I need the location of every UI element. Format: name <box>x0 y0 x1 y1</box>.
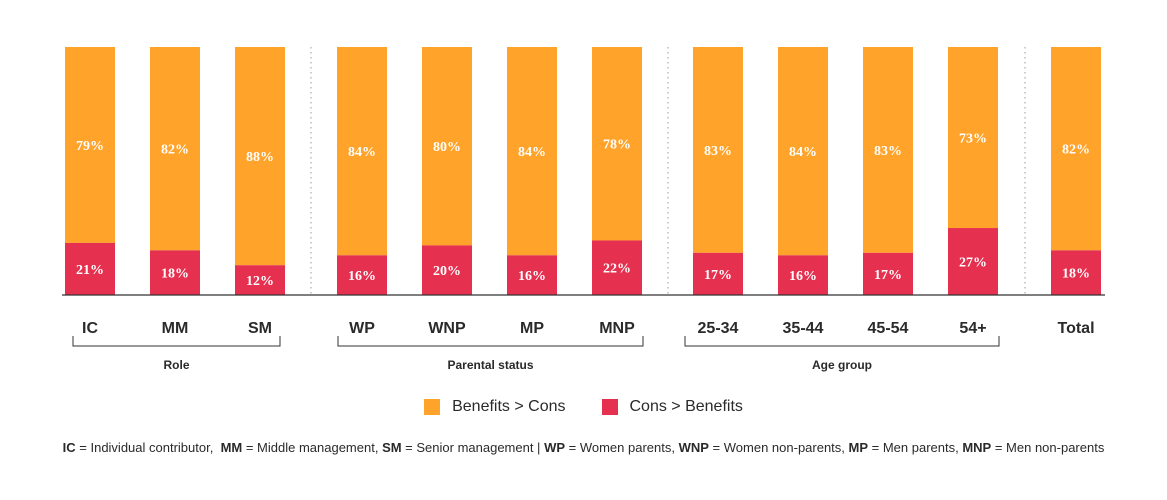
bar-benefits-45-54[interactable] <box>863 47 913 253</box>
footnote-text-sm: = Senior management | <box>401 440 545 455</box>
footnote-abbr-wp: WP <box>544 440 566 455</box>
group-bracket-role <box>72 336 281 347</box>
bar-cons-wp[interactable] <box>337 255 387 295</box>
group-bracket-age-group <box>684 336 1000 347</box>
footnote-abbr-mnp: MNP <box>962 440 992 455</box>
bars-layer <box>65 47 1101 295</box>
data-label-benefits-35-44: 84% <box>789 145 817 160</box>
footnote-text-mm: = Middle management, <box>242 440 383 455</box>
bar-benefits-total[interactable] <box>1051 47 1101 251</box>
abbreviation-footnote: IC = Individual contributor, MM = Middle… <box>0 440 1167 455</box>
data-label-cons-35-44: 16% <box>789 269 817 284</box>
data-label-cons-wp: 16% <box>348 269 376 284</box>
category-label-total: Total <box>1057 320 1094 337</box>
bar-benefits-mp[interactable] <box>507 47 557 256</box>
data-label-cons-ic: 21% <box>76 263 104 278</box>
footnote-text-mnp: = Men non-parents <box>991 440 1105 455</box>
bar-benefits-35-44[interactable] <box>778 47 828 256</box>
footnote-abbr-ic: IC <box>62 440 76 455</box>
data-label-benefits-mm: 82% <box>161 143 189 158</box>
data-label-cons-total: 18% <box>1062 267 1090 282</box>
bar-cons-25-34[interactable] <box>693 252 743 295</box>
legend-item-benefits[interactable]: Benefits > Cons <box>424 398 566 416</box>
bar-cons-ic[interactable] <box>65 242 115 295</box>
footnote-text-wp: = Women parents, <box>565 440 679 455</box>
bar-benefits-wnp[interactable] <box>422 47 472 246</box>
group-label-age-group: Age group <box>812 358 872 372</box>
data-label-cons-mm: 18% <box>161 267 189 282</box>
data-label-cons-25-34: 17% <box>704 268 732 283</box>
data-label-cons-sm: 12% <box>246 274 274 289</box>
legend-swatch-cons <box>601 399 618 415</box>
bar-cons-wnp[interactable] <box>422 245 472 295</box>
legend-label-benefits: Benefits > Cons <box>452 398 566 415</box>
data-label-benefits-ic: 79% <box>76 139 104 154</box>
footnote-abbr-sm: SM <box>382 440 402 455</box>
category-label-25-34: 25-34 <box>698 320 739 337</box>
category-label-35-44: 35-44 <box>783 320 824 337</box>
data-label-benefits-54: 73% <box>959 132 987 147</box>
bar-cons-mnp[interactable] <box>592 240 642 295</box>
legend-item-cons[interactable]: Cons > Benefits <box>601 398 743 416</box>
data-label-benefits-total: 82% <box>1062 143 1090 158</box>
data-label-cons-54: 27% <box>959 256 987 271</box>
bar-cons-mp[interactable] <box>507 255 557 295</box>
footnote-text-wnp: = Women non-parents, <box>708 440 849 455</box>
bar-benefits-mm[interactable] <box>150 47 200 251</box>
bar-cons-54[interactable] <box>948 228 998 295</box>
category-label-45-54: 45-54 <box>868 320 909 337</box>
category-label-sm: SM <box>248 320 272 337</box>
group-label-role: Role <box>163 358 189 372</box>
legend-label-cons: Cons > Benefits <box>629 398 743 415</box>
bar-benefits-ic[interactable] <box>65 47 115 243</box>
bar-cons-35-44[interactable] <box>778 255 828 295</box>
bar-benefits-54[interactable] <box>948 47 998 229</box>
category-label-wp: WP <box>349 320 375 337</box>
legend-swatch-benefits <box>424 399 441 415</box>
footnote-abbr-mm: MM <box>220 440 243 455</box>
bar-cons-sm[interactable] <box>235 265 285 295</box>
category-label-mp: MP <box>520 320 544 337</box>
bar-benefits-mnp[interactable] <box>592 47 642 241</box>
category-label-ic: IC <box>82 320 98 337</box>
footnote-text-mp: = Men parents, <box>868 440 963 455</box>
category-label-54: 54+ <box>959 320 986 337</box>
bar-benefits-25-34[interactable] <box>693 47 743 253</box>
data-label-benefits-wnp: 80% <box>433 140 461 155</box>
category-label-mnp: MNP <box>599 320 635 337</box>
bar-cons-mm[interactable] <box>150 250 200 295</box>
group-label-parental-status: Parental status <box>447 358 533 372</box>
data-label-benefits-wp: 84% <box>348 145 376 160</box>
data-label-benefits-mnp: 78% <box>603 138 631 153</box>
data-label-cons-mp: 16% <box>518 269 546 284</box>
data-label-cons-45-54: 17% <box>874 268 902 283</box>
footnote-abbr-mp: MP <box>848 440 869 455</box>
bar-benefits-sm[interactable] <box>235 47 285 266</box>
bar-cons-total[interactable] <box>1051 250 1101 295</box>
bar-benefits-wp[interactable] <box>337 47 387 256</box>
category-label-mm: MM <box>162 320 189 337</box>
bar-cons-45-54[interactable] <box>863 252 913 295</box>
data-label-benefits-25-34: 83% <box>704 144 732 159</box>
data-label-cons-mnp: 22% <box>603 262 631 277</box>
labels-layer: 79% 21% IC 82% 18% MM 88% 12% SM 84% 16% WP 80% 20% WN… <box>62 47 1105 372</box>
category-label-wnp: WNP <box>428 320 466 337</box>
data-label-cons-wnp: 20% <box>433 264 461 279</box>
data-label-benefits-sm: 88% <box>246 150 274 165</box>
data-label-benefits-45-54: 83% <box>874 144 902 159</box>
footnote-text-ic: = Individual contributor, <box>75 440 221 455</box>
data-label-benefits-mp: 84% <box>518 145 546 160</box>
legend: Benefits > Cons Cons > Benefits <box>0 398 1167 416</box>
group-bracket-parental-status <box>337 336 644 347</box>
footnote-abbr-wnp: WNP <box>678 440 709 455</box>
